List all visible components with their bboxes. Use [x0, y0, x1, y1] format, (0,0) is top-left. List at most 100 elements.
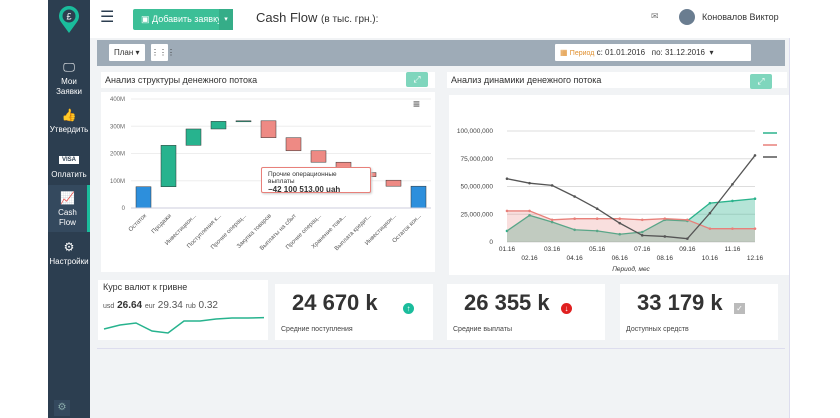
- data-point: [505, 209, 509, 213]
- y-tick-label: 100M: [110, 179, 125, 185]
- x-tick-label: 12.16: [747, 255, 764, 262]
- waterfall-bar: [260, 120, 277, 138]
- stat-label: Средние поступления: [281, 326, 353, 333]
- series-line: [506, 155, 756, 240]
- expand-button[interactable]: ⤢: [406, 72, 428, 87]
- avatar[interactable]: [679, 9, 695, 25]
- sidebar-item-settings[interactable]: ⚙ Настройки: [48, 240, 90, 267]
- data-point: [753, 154, 757, 157]
- chart-menu-icon[interactable]: ≡: [413, 97, 421, 111]
- add-request-button[interactable]: ▣ Добавить заявку ▾: [133, 9, 233, 30]
- main: ☰ ▣ Добавить заявку ▾ Cash Flow (в тыс. г…: [90, 0, 790, 418]
- y-tick-label: 75,000,000: [460, 156, 493, 163]
- waterfall-bar: [135, 186, 152, 209]
- sidebar-item-pay[interactable]: VISA Оплатить: [48, 150, 90, 180]
- x-tick-label: 01.16: [499, 246, 516, 253]
- x-axis-title: Период, мес: [612, 265, 650, 273]
- waterfall-bar: [210, 121, 227, 130]
- data-point: [731, 227, 734, 230]
- data-point: [686, 237, 689, 240]
- sidebar: £ 🖵 Мои Заявки 👍 Утвердить VISA Оплатить 📈 C…: [48, 0, 90, 418]
- data-point: [595, 229, 599, 233]
- chevron-down-icon[interactable]: ▾: [219, 9, 233, 30]
- plan-dropdown[interactable]: План ▾: [109, 44, 145, 61]
- line-chart-card: 0 25,000,000 50,000,000 75,000,000 100,000,0…: [449, 95, 789, 275]
- waterfall-bar: [410, 185, 427, 209]
- data-point: [663, 235, 667, 238]
- data-point: [505, 229, 509, 233]
- waterfall-bar: [310, 150, 327, 163]
- data-point: [528, 214, 531, 217]
- waterfall-bar: [285, 137, 302, 152]
- divider: [97, 348, 785, 349]
- label: Настройки: [49, 257, 89, 266]
- y-tick-label: 200M: [110, 152, 125, 158]
- waterfall-bar: [235, 120, 252, 123]
- dynamics-panel-header: Анализ динамики денежного потока ⤢: [447, 72, 787, 89]
- label: Добавить заявку: [152, 14, 222, 24]
- calendar-icon: ▦: [560, 48, 570, 57]
- menu-icon[interactable]: ☰: [100, 9, 115, 26]
- data-point: [686, 218, 689, 222]
- period-picker[interactable]: ▦ Период с: 01.01.2016 по: 31.12.2016 ▾: [555, 44, 751, 61]
- x-tick-label: Остаток: [128, 213, 148, 233]
- data-point: [708, 227, 712, 230]
- waterfall-bar: [385, 179, 402, 187]
- panel-title: Анализ динамики денежного потока: [451, 75, 602, 85]
- svg-text:£: £: [66, 12, 71, 22]
- series-line: [507, 210, 755, 230]
- sidebar-item-cash-flow[interactable]: 📈 Cash Flow: [48, 185, 90, 232]
- sidebar-item-approve[interactable]: 👍 Утвердить: [48, 108, 90, 135]
- stat-card-available: 33 179 k ✓ Доступных средств: [620, 284, 778, 340]
- data-point: [573, 217, 576, 220]
- data-point: [550, 218, 554, 222]
- y-tick-label: 300M: [110, 124, 125, 130]
- label: Утвердить: [49, 125, 89, 134]
- visa-icon: VISA: [48, 150, 90, 167]
- sidebar-item-requests[interactable]: 🖵 Мои Заявки: [48, 60, 90, 97]
- rates-card: Курс валют к гривне usd 26.64 eur 29.34 …: [98, 280, 268, 340]
- expand-button[interactable]: ⤢: [750, 74, 772, 89]
- x-tick-label: 05.16: [589, 246, 606, 253]
- series-area: [507, 210, 755, 242]
- x-tick-label: 03.16: [544, 246, 561, 253]
- arrow-up-icon: ↑: [403, 303, 414, 314]
- y-tick-label: 400M: [110, 97, 125, 103]
- data-point: [640, 230, 644, 234]
- x-tick-label: 07.16: [634, 246, 651, 253]
- thumbs-up-icon: 👍: [61, 108, 77, 122]
- data-point: [573, 195, 576, 198]
- stat-label: Средние выплаты: [453, 326, 512, 333]
- label: Cash Flow: [58, 208, 77, 227]
- stat-card-payments: 26 355 k ↓ Средние выплаты: [447, 284, 605, 340]
- data-point: [708, 201, 712, 205]
- chart-icon: 📈: [60, 191, 75, 205]
- data-point: [528, 181, 531, 185]
- data-point: [573, 228, 576, 232]
- y-tick-label: 50,000,000: [460, 184, 493, 191]
- page-title: Cash Flow (в тыс. грн.):: [256, 10, 379, 25]
- stat-label: Доступных средств: [626, 326, 689, 333]
- data-point: [731, 182, 734, 186]
- rates-title: Курс валют к гривне: [103, 282, 188, 292]
- data-point: [640, 218, 644, 222]
- series-line: [506, 198, 756, 235]
- data-point: [618, 232, 622, 236]
- x-tick-label: 11.16: [725, 246, 741, 253]
- waterfall-bar: [160, 145, 177, 187]
- grid-view-button[interactable]: ⋮⋮⋮: [151, 44, 175, 61]
- settings-gear-button[interactable]: ⚙: [54, 400, 70, 416]
- panel-title: Анализ структуры денежного потока: [105, 75, 258, 85]
- user-name[interactable]: Коновалов Виктор: [702, 12, 779, 22]
- mail-icon[interactable]: ✉: [651, 11, 659, 21]
- stat-value: 33 179 k: [637, 290, 723, 315]
- sparkline: [103, 316, 265, 334]
- check-icon: ✓: [734, 303, 745, 314]
- x-tick-label: 09.16: [679, 246, 696, 253]
- data-point: [505, 177, 509, 181]
- arrow-down-icon: ↓: [561, 303, 572, 314]
- x-tick-label: 02.16: [521, 255, 538, 262]
- x-tick-label: 04.16: [566, 255, 583, 262]
- y-tick-label: 0: [489, 239, 493, 246]
